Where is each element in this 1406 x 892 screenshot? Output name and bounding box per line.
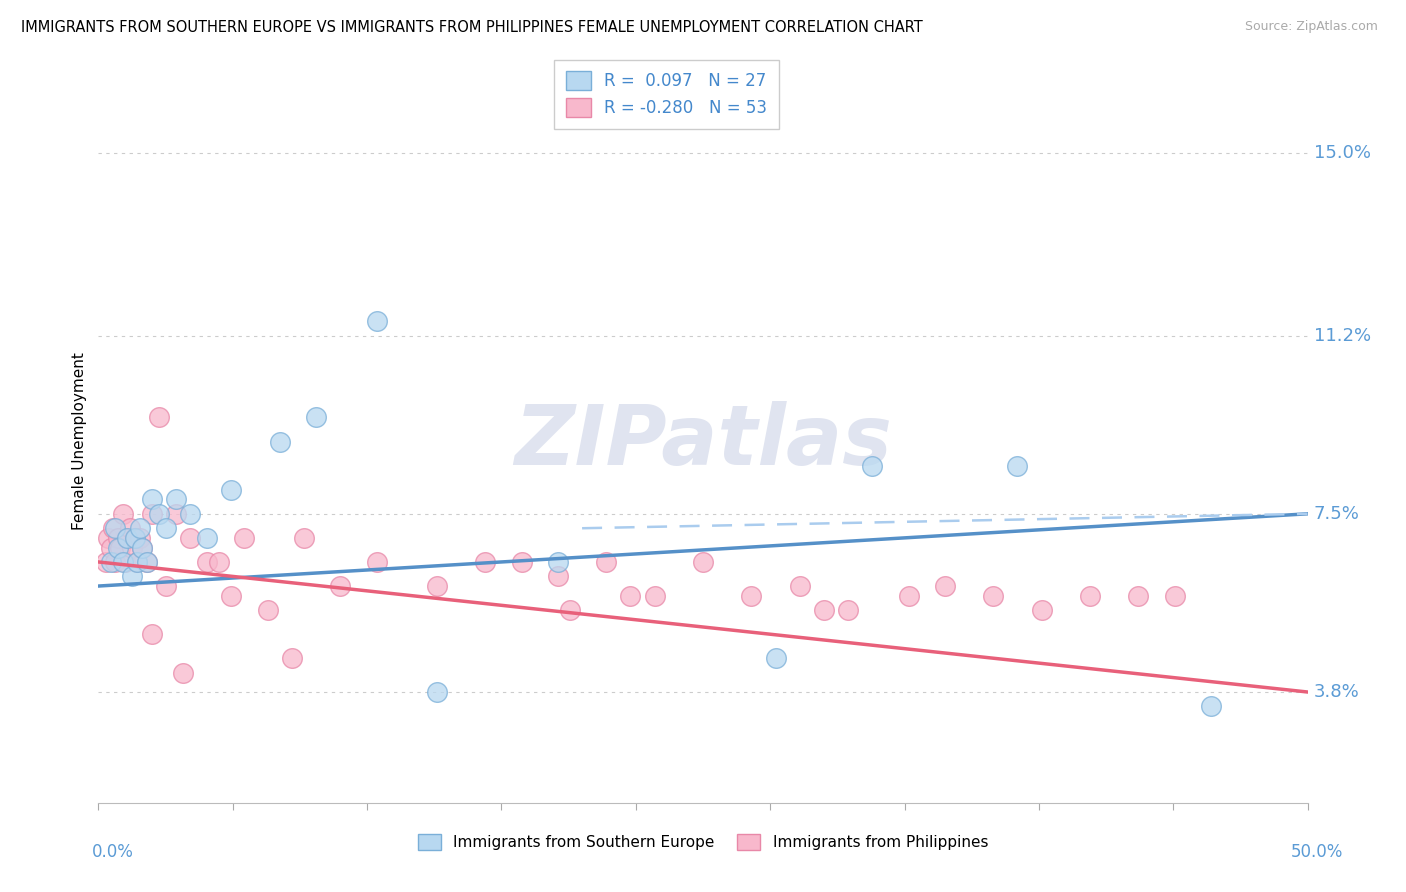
Point: [1199, 699, 1222, 714]
Point: [128, 531, 150, 545]
Point: [1007, 458, 1029, 473]
Text: 50.0%: 50.0%: [1291, 843, 1343, 861]
Point: [114, 555, 136, 569]
Point: [292, 531, 315, 545]
Legend: Immigrants from Southern Europe, Immigrants from Philippines: Immigrants from Southern Europe, Immigra…: [412, 828, 994, 856]
Point: [101, 521, 124, 535]
Point: [329, 579, 352, 593]
Point: [108, 541, 131, 555]
Text: IMMIGRANTS FROM SOUTHERN EUROPE VS IMMIGRANTS FROM PHILIPPINES FEMALE UNEMPLOYME: IMMIGRANTS FROM SOUTHERN EUROPE VS IMMIG…: [21, 20, 922, 35]
Point: [547, 569, 569, 583]
Point: [692, 555, 714, 569]
Text: ZIPatlas: ZIPatlas: [515, 401, 891, 482]
Point: [558, 603, 581, 617]
Point: [155, 579, 177, 593]
Point: [510, 555, 533, 569]
Point: [155, 521, 177, 535]
Point: [366, 555, 388, 569]
Point: [208, 555, 231, 569]
Point: [135, 555, 157, 569]
Text: 0.0%: 0.0%: [91, 843, 134, 861]
Point: [860, 458, 883, 473]
Point: [813, 603, 835, 617]
Point: [195, 555, 218, 569]
Point: [100, 541, 122, 555]
Text: 15.0%: 15.0%: [1313, 144, 1371, 161]
Point: [148, 507, 170, 521]
Point: [148, 410, 170, 425]
Point: [124, 531, 146, 545]
Point: [141, 507, 163, 521]
Point: [765, 651, 787, 665]
Point: [981, 589, 1004, 603]
Point: [135, 555, 157, 569]
Point: [179, 531, 201, 545]
Point: [426, 579, 449, 593]
Point: [94, 555, 117, 569]
Point: [118, 521, 141, 535]
Point: [366, 314, 388, 328]
Point: [127, 555, 149, 569]
Point: [131, 541, 153, 555]
Point: [97, 531, 120, 545]
Point: [111, 555, 134, 569]
Point: [165, 507, 187, 521]
Point: [221, 483, 243, 497]
Point: [107, 531, 129, 545]
Point: [141, 492, 163, 507]
Point: [141, 627, 163, 641]
Point: [426, 685, 449, 699]
Text: 11.2%: 11.2%: [1313, 326, 1371, 344]
Point: [1163, 589, 1185, 603]
Point: [100, 555, 122, 569]
Point: [547, 555, 569, 569]
Point: [104, 555, 127, 569]
Point: [128, 521, 150, 535]
Text: 3.8%: 3.8%: [1313, 683, 1360, 701]
Point: [256, 603, 278, 617]
Point: [121, 569, 143, 583]
Point: [934, 579, 956, 593]
Point: [179, 507, 201, 521]
Point: [789, 579, 811, 593]
Point: [740, 589, 762, 603]
Point: [195, 531, 218, 545]
Point: [1078, 589, 1101, 603]
Point: [124, 531, 146, 545]
Point: [131, 541, 153, 555]
Point: [127, 555, 149, 569]
Text: 7.5%: 7.5%: [1313, 505, 1360, 523]
Point: [221, 589, 243, 603]
Point: [111, 507, 134, 521]
Point: [474, 555, 496, 569]
Point: [595, 555, 617, 569]
Point: [117, 531, 139, 545]
Point: [232, 531, 254, 545]
Point: [281, 651, 304, 665]
Point: [107, 541, 129, 555]
Point: [165, 492, 187, 507]
Point: [117, 531, 139, 545]
Point: [1128, 589, 1150, 603]
Point: [269, 434, 291, 449]
Point: [619, 589, 641, 603]
Point: [897, 589, 920, 603]
Point: [172, 665, 194, 680]
Point: [104, 521, 127, 535]
Point: [305, 410, 328, 425]
Point: [1031, 603, 1053, 617]
Y-axis label: Female Unemployment: Female Unemployment: [72, 352, 87, 531]
Text: Source: ZipAtlas.com: Source: ZipAtlas.com: [1244, 20, 1378, 33]
Point: [837, 603, 859, 617]
Point: [644, 589, 666, 603]
Point: [121, 541, 143, 555]
